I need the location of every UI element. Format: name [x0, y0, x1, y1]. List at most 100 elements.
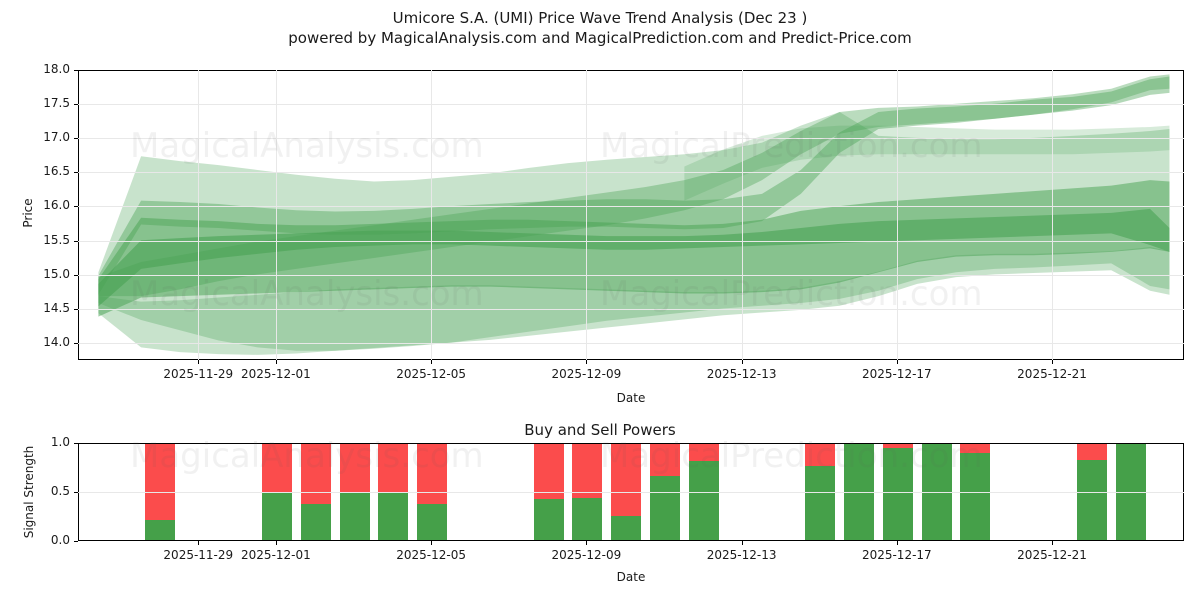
gridline: [78, 492, 1184, 493]
buy-power-bar[interactable]: [882, 447, 913, 540]
x-tick-mark: [198, 360, 200, 364]
x-tick-mark: [275, 360, 277, 364]
sell-power-bar[interactable]: [572, 444, 603, 498]
sell-power-bar[interactable]: [300, 444, 331, 504]
y-tick-label: 14.0: [43, 334, 70, 349]
y-tick-mark: [74, 274, 78, 276]
sell-power-bar[interactable]: [649, 444, 680, 477]
x-tick-label: 2025-11-29: [163, 548, 234, 562]
powers-y-axis-label: Signal Strength: [22, 445, 36, 539]
sell-power-bar[interactable]: [339, 444, 370, 493]
x-tick-label: 2025-12-13: [706, 367, 777, 381]
y-tick-label: 15.5: [43, 232, 70, 247]
y-tick-label: 0.0: [50, 533, 70, 547]
x-tick-label: 2025-12-09: [551, 367, 622, 381]
sell-power-bar[interactable]: [1076, 444, 1107, 460]
y-tick-label: 17.5: [43, 96, 70, 111]
x-tick-label: 2025-12-13: [706, 548, 777, 562]
buy-power-bar[interactable]: [611, 515, 642, 540]
y-tick-label: 1.0: [50, 435, 70, 449]
y-tick-label: 0.5: [50, 484, 70, 498]
gridline: [275, 70, 277, 360]
y-tick-label: 14.5: [43, 300, 70, 315]
gridline: [78, 308, 1184, 310]
y-tick-label: 16.0: [43, 198, 70, 213]
buy-power-bar[interactable]: [339, 493, 370, 540]
x-tick-label: 2025-11-29: [163, 367, 234, 381]
y-tick-mark: [74, 104, 78, 106]
gridline: [586, 70, 588, 360]
buy-power-bar[interactable]: [688, 460, 719, 540]
buy-power-bar[interactable]: [378, 493, 409, 540]
price-x-axis-label: Date: [616, 391, 646, 405]
buy-power-bar[interactable]: [1076, 459, 1107, 540]
x-tick-mark: [741, 360, 743, 364]
gridline: [431, 70, 433, 360]
page-subtitle: powered by MagicalAnalysis.com and Magic…: [288, 29, 912, 47]
price-y-axis-label: Price: [21, 198, 35, 228]
gridline: [1052, 70, 1054, 360]
buy-power-bar[interactable]: [805, 465, 836, 540]
buy-power-bar[interactable]: [572, 497, 603, 540]
sell-power-bar[interactable]: [261, 444, 292, 493]
sell-power-bar[interactable]: [145, 444, 176, 521]
x-tick-mark: [896, 541, 898, 545]
sell-power-bar[interactable]: [882, 444, 913, 448]
buy-power-bar[interactable]: [533, 498, 564, 540]
y-tick-mark: [74, 308, 78, 310]
x-tick-label: 2025-12-21: [1017, 548, 1087, 562]
x-tick-mark: [431, 541, 433, 545]
y-tick-label: 16.5: [43, 164, 70, 179]
x-tick-mark: [741, 541, 743, 545]
gridline: [78, 138, 1184, 140]
buy-power-bar[interactable]: [300, 503, 331, 540]
buy-power-bar[interactable]: [417, 503, 448, 540]
buy-power-bar[interactable]: [960, 452, 991, 540]
gridline: [78, 172, 1184, 174]
powers-chart-title: Buy and Sell Powers: [524, 421, 676, 439]
x-tick-label: 2025-12-21: [1017, 367, 1087, 381]
wave-band-mid-band-upper: [98, 76, 1170, 295]
wave-band-flat-upper-shelf: [684, 125, 1170, 201]
x-tick-mark: [1052, 541, 1054, 545]
gridline: [741, 70, 743, 360]
sell-power-bar[interactable]: [378, 444, 409, 493]
x-tick-mark: [586, 541, 588, 545]
sell-power-bar[interactable]: [611, 444, 642, 516]
buy-power-bar[interactable]: [261, 493, 292, 540]
y-tick-label: 18.0: [43, 62, 70, 76]
x-tick-mark: [896, 360, 898, 364]
x-tick-mark: [586, 360, 588, 364]
y-tick-label: 15.0: [43, 266, 70, 281]
price-chart-plot-area: [78, 70, 1184, 360]
sell-power-bar[interactable]: [805, 444, 836, 466]
x-tick-label: 2025-12-05: [396, 548, 467, 562]
powers-x-axis-label: Date: [616, 570, 646, 584]
sell-power-bar[interactable]: [533, 444, 564, 499]
sell-power-bar[interactable]: [417, 444, 448, 504]
sell-power-bar[interactable]: [688, 444, 719, 461]
gridline: [78, 206, 1184, 208]
gridline: [78, 274, 1184, 276]
price-wave-bands: [98, 74, 1170, 355]
y-tick-mark: [74, 443, 78, 444]
buy-power-bar[interactable]: [145, 520, 176, 540]
page-title: Umicore S.A. (UMI) Price Wave Trend Anal…: [392, 9, 808, 27]
buy-power-bar[interactable]: [649, 476, 680, 540]
x-tick-mark: [431, 360, 433, 364]
y-tick-mark: [74, 172, 78, 174]
gridline: [198, 70, 200, 360]
x-tick-label: 2025-12-17: [861, 367, 932, 381]
x-tick-mark: [275, 541, 277, 545]
x-tick-mark: [198, 541, 200, 545]
wave-band-lower-tail: [98, 247, 1170, 355]
y-tick-mark: [74, 541, 78, 542]
y-tick-mark: [74, 492, 78, 493]
x-tick-label: 2025-12-17: [861, 548, 932, 562]
gridline: [78, 104, 1184, 106]
y-tick-mark: [74, 240, 78, 242]
sell-power-bar[interactable]: [960, 444, 991, 453]
x-tick-label: 2025-12-01: [241, 367, 311, 381]
gridline: [78, 240, 1184, 242]
gridline: [896, 70, 898, 360]
